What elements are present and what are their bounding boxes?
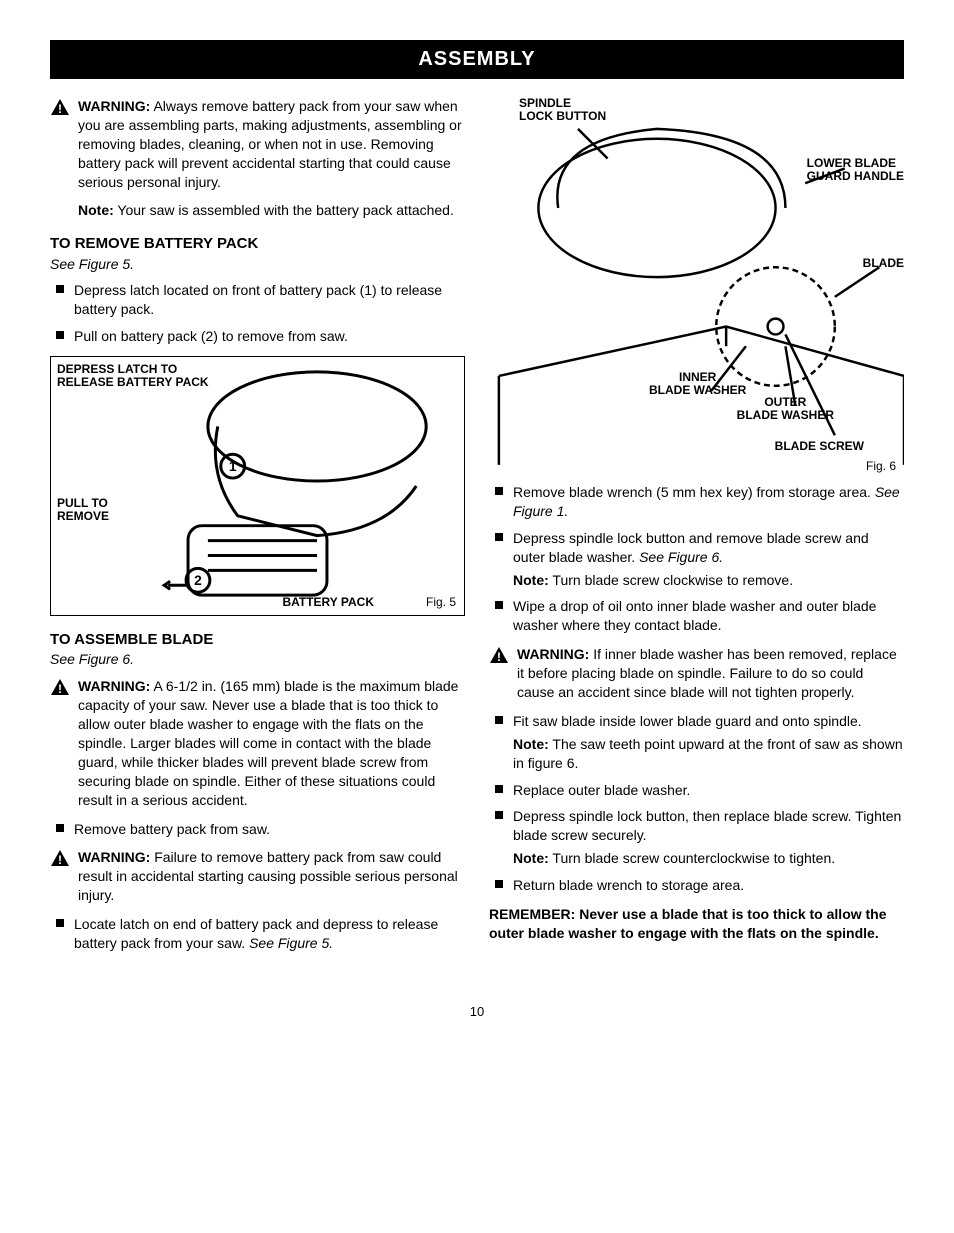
list-item-text: Fit saw blade inside lower blade guard a… [513, 713, 862, 729]
warning-text: WARNING: If inner blade washer has been … [517, 645, 904, 702]
section-head-assemble-blade: TO ASSEMBLE BLADE [50, 630, 465, 650]
list-item-note: Note: The saw teeth point upward at the … [513, 735, 904, 773]
list-item-text: Remove blade wrench (5 mm hex key) from … [513, 484, 875, 500]
list-item-note: Note: Turn blade screw counterclockwise … [513, 849, 904, 868]
note-body: Turn blade screw counterclockwise to tig… [549, 850, 835, 866]
warning-block-1: ! WARNING: Always remove battery pack fr… [50, 97, 465, 191]
fig5-illustration: 1 2 [51, 357, 464, 615]
svg-text:!: ! [497, 650, 501, 664]
list-item: Wipe a drop of oil onto inner blade wash… [489, 597, 904, 635]
note-body: The saw teeth point upward at the front … [513, 736, 903, 771]
fig5-label-pull: PULL TO REMOVE [57, 497, 109, 523]
fig5-label-battery: BATTERY PACK [282, 596, 374, 609]
figure-6: SPINDLE LOCK BUTTON LOWER BLADE GUARD HA… [489, 97, 904, 477]
list-item: Return blade wrench to storage area. [489, 876, 904, 895]
fig6-illustration [489, 97, 904, 477]
list-item: Depress latch located on front of batter… [50, 281, 465, 319]
list-item: Depress spindle lock button, then replac… [489, 807, 904, 868]
warning-block-2: ! WARNING: A 6-1/2 in. (165 mm) blade is… [50, 677, 465, 809]
warning-text: WARNING: A 6-1/2 in. (165 mm) blade is t… [78, 677, 465, 809]
warning-label: WARNING: [78, 849, 150, 865]
note-label: Note: [78, 202, 114, 218]
two-column-layout: ! WARNING: Always remove battery pack fr… [50, 97, 904, 963]
remember-block: REMEMBER: Never use a blade that is too … [489, 905, 904, 943]
page-number: 10 [50, 1003, 904, 1021]
assemble-steps-left-a: Remove battery pack from saw. [50, 820, 465, 839]
warning-icon: ! [489, 646, 509, 664]
svg-text:2: 2 [194, 572, 202, 588]
svg-text:1: 1 [229, 458, 237, 474]
note-1: Note: Your saw is assembled with the bat… [78, 201, 465, 220]
note-label: Note: [513, 736, 549, 752]
remove-battery-steps: Depress latch located on front of batter… [50, 281, 465, 346]
warning-text: WARNING: Always remove battery pack from… [78, 97, 465, 191]
list-item: Pull on battery pack (2) to remove from … [50, 327, 465, 346]
see-figure-5: See Figure 5. [50, 255, 465, 274]
fig6-caption: Fig. 6 [866, 460, 896, 473]
warning-block-4: ! WARNING: If inner blade washer has bee… [489, 645, 904, 702]
note-body: Your saw is assembled with the battery p… [114, 202, 454, 218]
warning-icon: ! [50, 849, 70, 867]
svg-text:!: ! [58, 853, 62, 867]
warning-label: WARNING: [78, 678, 150, 694]
fig5-caption: Fig. 5 [426, 596, 456, 609]
note-body: Turn blade screw clockwise to remove. [549, 572, 793, 588]
list-item: Remove battery pack from saw. [50, 820, 465, 839]
section-banner: ASSEMBLY [50, 40, 904, 79]
warning-body: A 6-1/2 in. (165 mm) blade is the maximu… [78, 678, 458, 807]
right-column: SPINDLE LOCK BUTTON LOWER BLADE GUARD HA… [489, 97, 904, 963]
see-figure-6: See Figure 6. [50, 650, 465, 669]
warning-text: WARNING: Failure to remove battery pack … [78, 848, 465, 905]
list-item: Remove blade wrench (5 mm hex key) from … [489, 483, 904, 521]
assemble-steps-right-a: Remove blade wrench (5 mm hex key) from … [489, 483, 904, 635]
svg-text:!: ! [58, 682, 62, 696]
warning-block-3: ! WARNING: Failure to remove battery pac… [50, 848, 465, 905]
see-figure-inline: See Figure 6. [639, 549, 723, 565]
list-item: Replace outer blade washer. [489, 781, 904, 800]
left-column: ! WARNING: Always remove battery pack fr… [50, 97, 465, 963]
fig6-label-lower-guard: LOWER BLADE GUARD HANDLE [807, 157, 904, 183]
fig6-label-spindle: SPINDLE LOCK BUTTON [519, 97, 606, 123]
fig6-label-blade-screw: BLADE SCREW [775, 440, 864, 453]
warning-label: WARNING: [78, 98, 150, 114]
list-item: Locate latch on end of battery pack and … [50, 915, 465, 953]
assemble-steps-left-b: Locate latch on end of battery pack and … [50, 915, 465, 953]
assemble-steps-right-b: Fit saw blade inside lower blade guard a… [489, 712, 904, 895]
list-item-text: Depress spindle lock button, then replac… [513, 808, 901, 843]
fig6-label-outer-washer: OUTER BLADE WASHER [737, 396, 834, 422]
fig6-label-inner-washer: INNER BLADE WASHER [649, 371, 746, 397]
section-head-remove-battery: TO REMOVE BATTERY PACK [50, 234, 465, 254]
svg-text:!: ! [58, 102, 62, 116]
warning-icon: ! [50, 98, 70, 116]
warning-label: WARNING: [517, 646, 589, 662]
list-item: Fit saw blade inside lower blade guard a… [489, 712, 904, 773]
remember-label: REMEMBER: [489, 906, 575, 922]
fig5-label-depress: DEPRESS LATCH TO RELEASE BATTERY PACK [57, 363, 209, 389]
figure-5: DEPRESS LATCH TO RELEASE BATTERY PACK PU… [50, 356, 465, 616]
list-item: Depress spindle lock button and remove b… [489, 529, 904, 590]
see-figure-inline: See Figure 5. [249, 935, 333, 951]
list-item-note: Note: Turn blade screw clockwise to remo… [513, 571, 904, 590]
note-label: Note: [513, 572, 549, 588]
fig6-label-blade: BLADE [863, 257, 904, 270]
warning-icon: ! [50, 678, 70, 696]
note-label: Note: [513, 850, 549, 866]
